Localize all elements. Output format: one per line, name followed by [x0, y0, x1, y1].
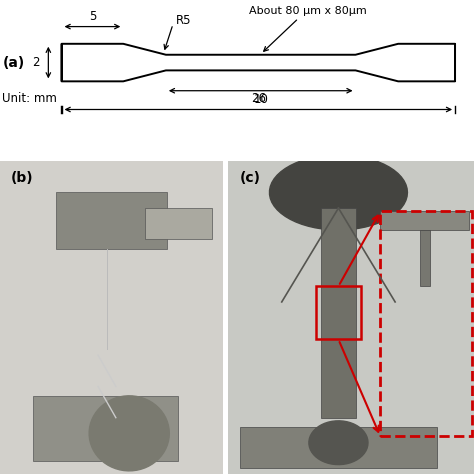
Polygon shape: [309, 421, 368, 465]
Polygon shape: [321, 208, 356, 418]
Polygon shape: [270, 155, 408, 230]
Text: About 80 μm x 80μm: About 80 μm x 80μm: [249, 6, 367, 16]
Polygon shape: [56, 192, 167, 249]
Text: 26: 26: [251, 92, 266, 105]
Polygon shape: [145, 208, 211, 239]
Text: 10: 10: [253, 93, 268, 106]
Text: Unit: mm: Unit: mm: [2, 92, 57, 105]
Polygon shape: [89, 396, 169, 471]
Polygon shape: [380, 211, 469, 230]
Text: R5: R5: [175, 14, 191, 27]
Text: (b): (b): [11, 171, 34, 184]
Polygon shape: [228, 161, 474, 474]
Polygon shape: [33, 396, 178, 462]
Polygon shape: [240, 427, 437, 468]
Text: (a): (a): [2, 55, 25, 70]
Polygon shape: [0, 161, 223, 474]
Text: (c): (c): [240, 171, 261, 184]
Polygon shape: [420, 230, 429, 286]
Text: 5: 5: [89, 10, 96, 23]
Text: 2: 2: [32, 56, 40, 69]
